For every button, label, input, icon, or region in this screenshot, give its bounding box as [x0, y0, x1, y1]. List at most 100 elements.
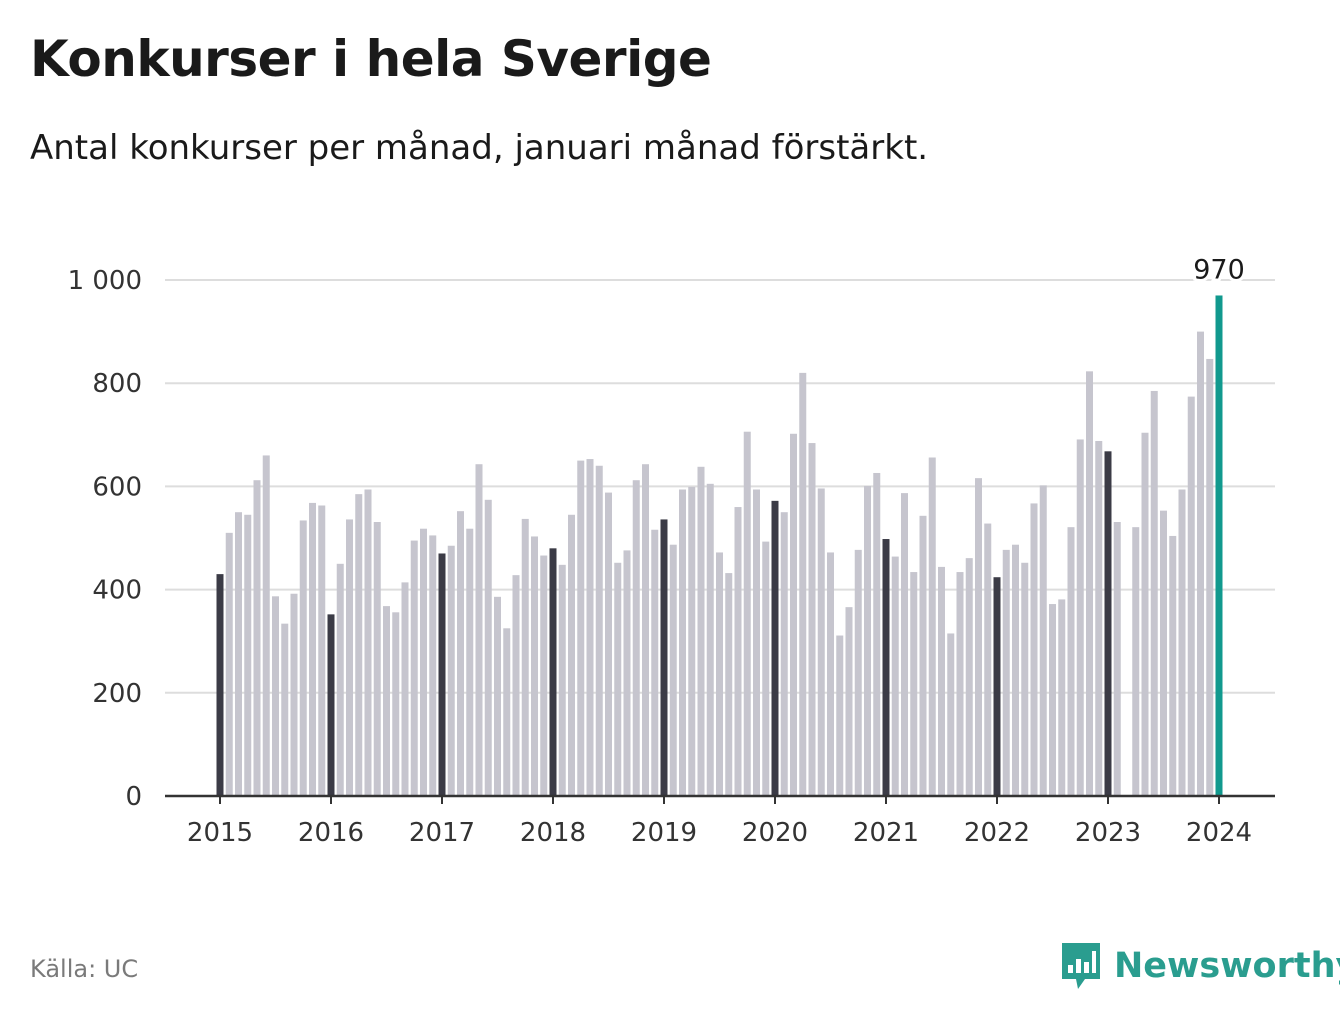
bar — [928, 457, 936, 796]
x-tick-label: 2017 — [409, 818, 475, 848]
bar — [392, 612, 400, 796]
x-tick-label: 2016 — [298, 818, 364, 848]
bar — [244, 514, 252, 796]
bar — [1067, 527, 1075, 796]
january-bar — [549, 548, 557, 796]
bar — [1002, 549, 1010, 796]
newsworthy-logo[interactable]: Newsworthy — [1060, 938, 1340, 994]
bar — [373, 522, 381, 796]
bar — [845, 607, 853, 796]
bar — [355, 494, 363, 796]
brand-name: Newsworthy — [1114, 946, 1340, 986]
x-tick-label: 2015 — [187, 818, 253, 848]
bar — [790, 433, 797, 796]
bar — [706, 483, 714, 796]
bar — [725, 573, 733, 796]
bar — [1141, 432, 1149, 796]
bar — [521, 518, 529, 796]
bar — [281, 623, 289, 796]
bar — [762, 541, 770, 796]
bar — [410, 540, 418, 796]
bar — [290, 593, 298, 796]
x-tick-label: 2024 — [1186, 818, 1252, 848]
bar — [734, 507, 742, 796]
bar — [253, 480, 261, 796]
bar — [956, 572, 964, 796]
bar — [864, 485, 871, 796]
bar — [1039, 485, 1047, 796]
bar — [1049, 604, 1056, 796]
x-tick-label: 2023 — [1075, 818, 1141, 848]
bar — [799, 372, 807, 796]
x-tick-label: 2019 — [631, 818, 697, 848]
x-tick-label: 2021 — [853, 818, 919, 848]
bar — [1187, 396, 1195, 796]
x-tick-label: 2020 — [742, 818, 808, 848]
bar — [984, 523, 992, 796]
bar — [1021, 562, 1029, 796]
x-tick-label: 2018 — [520, 818, 586, 848]
january-bar — [1104, 451, 1112, 796]
bar — [1160, 510, 1167, 796]
bar — [558, 564, 566, 796]
bar — [919, 515, 927, 796]
bar — [235, 512, 242, 796]
bar — [1012, 544, 1019, 796]
bar — [1113, 522, 1121, 796]
bar — [540, 555, 548, 796]
bar — [697, 466, 705, 796]
bar-chart: 0 200 400 600 800 1 000 2015 2016 2017 2018 2019 20… — [67, 254, 1275, 848]
bar — [577, 460, 585, 796]
bar — [827, 552, 834, 796]
bar — [910, 572, 918, 796]
y-tick-label: 800 — [92, 369, 142, 399]
bar — [1058, 599, 1066, 796]
bar — [447, 545, 455, 796]
bar — [1030, 503, 1038, 796]
bar — [836, 635, 844, 796]
bar — [531, 536, 538, 796]
january-bar — [660, 519, 668, 796]
bar — [272, 596, 279, 796]
january-bar — [438, 553, 446, 796]
bar-chart-speech-bubble-icon — [1062, 943, 1100, 989]
bar — [753, 489, 760, 796]
bar — [457, 511, 464, 796]
x-tick-label: 2022 — [964, 818, 1030, 848]
bar — [512, 575, 520, 796]
bar — [1076, 439, 1084, 796]
bar — [346, 519, 353, 796]
bar — [614, 562, 622, 796]
y-tick-label: 1 000 — [68, 266, 142, 296]
highlight-bar — [1215, 295, 1223, 796]
bar — [568, 514, 575, 796]
bar — [383, 606, 390, 796]
bar — [947, 633, 955, 796]
y-tick-label: 600 — [92, 472, 142, 502]
bar — [1206, 358, 1214, 796]
bar — [1086, 371, 1093, 796]
bar — [586, 459, 594, 796]
bar — [1150, 390, 1158, 796]
bar — [503, 628, 511, 796]
bar — [318, 505, 326, 796]
bar — [299, 520, 307, 796]
bar — [466, 528, 474, 796]
bar — [669, 544, 677, 796]
bar — [965, 558, 973, 796]
y-tick-label: 200 — [92, 679, 142, 709]
bar — [743, 431, 751, 796]
bar — [605, 492, 612, 796]
highlight-value-label: 970 — [1193, 254, 1245, 285]
bar — [854, 549, 862, 796]
bar — [1095, 440, 1103, 796]
january-bar — [771, 500, 779, 796]
bar — [225, 532, 233, 796]
bar — [938, 566, 945, 796]
bar — [679, 489, 686, 796]
january-bar — [216, 574, 224, 796]
bar — [336, 563, 344, 796]
source-note: Källa: UC — [30, 955, 139, 983]
bar — [632, 480, 640, 796]
bar — [1178, 489, 1186, 796]
